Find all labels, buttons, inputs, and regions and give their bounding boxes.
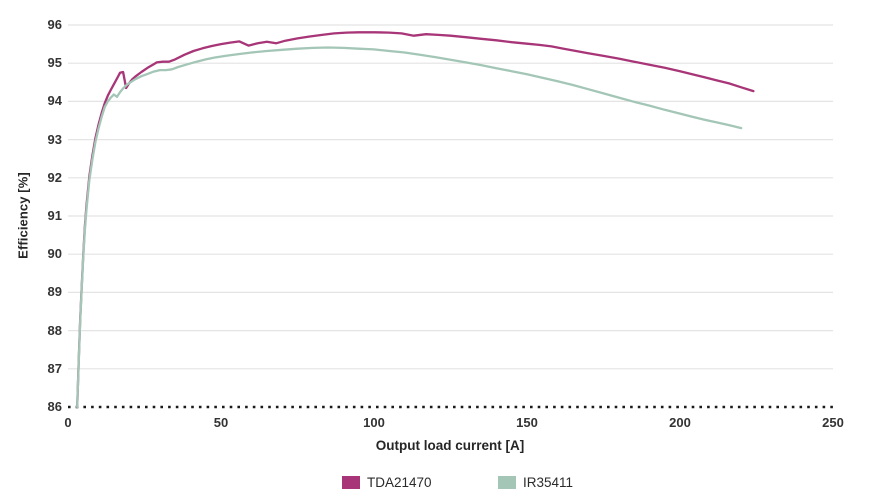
y-tick-91: 91 — [47, 208, 62, 223]
y-tick-94: 94 — [47, 93, 62, 109]
legend-label-tda21470: TDA21470 — [367, 474, 432, 490]
y-tick-88: 88 — [47, 322, 62, 338]
tda21470-color-swatch — [342, 475, 360, 489]
x-tick-250: 250 — [822, 415, 844, 430]
x-axis-title: Output load current [A] — [375, 438, 525, 453]
y-tick-95: 95 — [47, 55, 62, 71]
legend: TDA21470 IR35411 — [0, 472, 883, 494]
y-tick-93: 93 — [47, 131, 62, 147]
y-tick-92: 92 — [47, 169, 62, 185]
x-tick-150: 150 — [516, 415, 538, 430]
x-tick-200: 200 — [669, 415, 691, 430]
legend-label-ir35411: IR35411 — [523, 474, 574, 490]
y-tick-87: 87 — [47, 360, 62, 376]
legend-item-ir35411: IR35411 — [498, 472, 573, 492]
y-tick-96: 96 — [47, 17, 62, 32]
x-tick-50: 50 — [213, 415, 229, 430]
y-tick-86: 86 — [47, 399, 62, 414]
ir35411-color-swatch — [498, 475, 516, 489]
y-tick-90: 90 — [47, 246, 62, 262]
y-tick-89: 89 — [47, 284, 62, 300]
x-tick-100: 100 — [363, 415, 385, 430]
x-tick-0: 0 — [64, 415, 72, 430]
legend-item-tda21470: TDA21470 — [342, 472, 432, 492]
